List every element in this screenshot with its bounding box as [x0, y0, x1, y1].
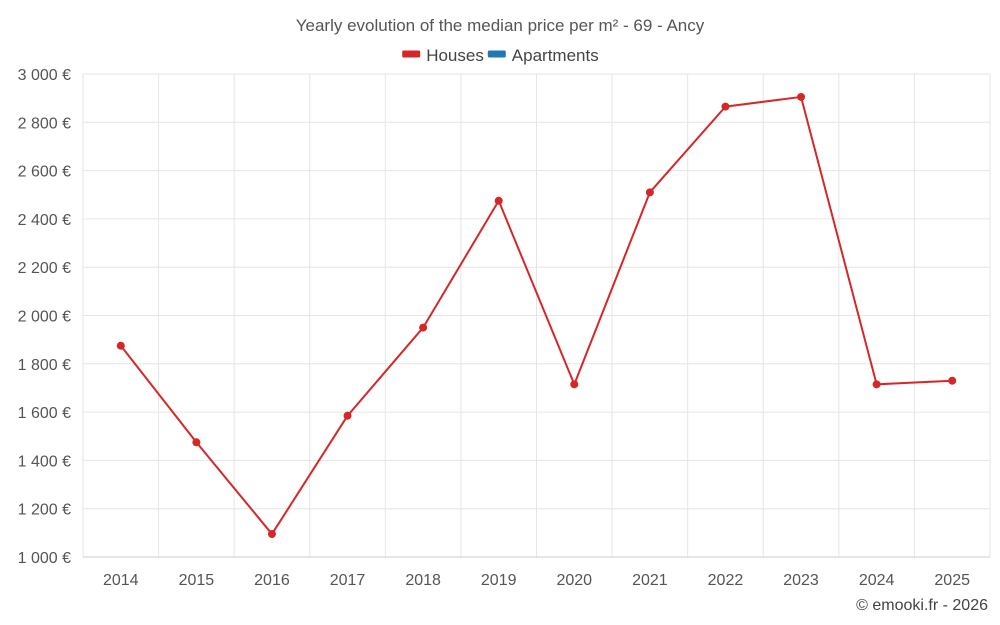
credit-text: © emooki.fr - 2026: [856, 597, 988, 614]
legend-item-houses[interactable]: Houses: [402, 46, 484, 65]
data-point-2025[interactable]: [948, 376, 957, 385]
y-tick-label: 2 000 €: [18, 309, 71, 326]
x-tick-label: 2025: [934, 572, 970, 589]
data-point-2020[interactable]: [570, 380, 579, 389]
series-layer: [116, 92, 957, 539]
x-tick-label: 2017: [330, 572, 366, 589]
x-tick-label: 2024: [859, 572, 895, 589]
data-point-2014[interactable]: [116, 341, 125, 350]
data-point-2019[interactable]: [494, 196, 503, 205]
grid: [82, 73, 991, 558]
y-tick-label: 1 400 €: [18, 453, 71, 470]
y-tick-label: 2 600 €: [18, 164, 71, 181]
legend: Houses Apartments: [402, 46, 599, 65]
data-point-2024[interactable]: [872, 380, 881, 389]
y-axis: 1 000 € 1 200 € 1 400 € 1 600 € 1 800 € 2 000…: [18, 67, 71, 567]
y-tick-label: 3 000 €: [18, 67, 71, 84]
data-point-2021[interactable]: [645, 188, 654, 197]
x-tick-label: 2022: [708, 572, 744, 589]
y-tick-label: 1 600 €: [18, 405, 71, 422]
x-tick-label: 2023: [783, 572, 819, 589]
y-tick-label: 2 400 €: [18, 212, 71, 229]
legend-item-apartments[interactable]: Apartments: [487, 46, 599, 65]
series-line-houses: [120, 95, 953, 536]
legend-label: Apartments: [512, 46, 599, 65]
y-tick-label: 2 800 €: [18, 115, 71, 132]
legend-swatch: [487, 50, 506, 58]
y-tick-label: 1 200 €: [18, 502, 71, 519]
data-point-2023[interactable]: [797, 92, 806, 101]
legend-swatch: [402, 50, 421, 58]
x-tick-label: 2018: [405, 572, 441, 589]
y-tick-label: 1 000 €: [18, 550, 71, 567]
y-tick-label: 1 800 €: [18, 357, 71, 374]
data-point-2018[interactable]: [419, 323, 428, 332]
x-tick-label: 2016: [254, 572, 290, 589]
x-tick-label: 2020: [556, 572, 592, 589]
x-tick-label: 2021: [632, 572, 668, 589]
data-point-2016[interactable]: [267, 530, 276, 539]
chart-title: Yearly evolution of the median price per…: [296, 16, 705, 35]
legend-label: Houses: [426, 46, 484, 65]
y-tick-label: 2 200 €: [18, 260, 71, 277]
data-point-2015[interactable]: [192, 438, 201, 447]
x-tick-label: 2014: [103, 572, 139, 589]
x-axis: 2014 2015 2016 2017 2018 2019 2020 2021 2022 2023…: [103, 572, 970, 589]
data-point-2022[interactable]: [721, 102, 730, 111]
data-point-2017[interactable]: [343, 411, 352, 420]
x-tick-label: 2015: [179, 572, 215, 589]
x-tick-label: 2019: [481, 572, 517, 589]
